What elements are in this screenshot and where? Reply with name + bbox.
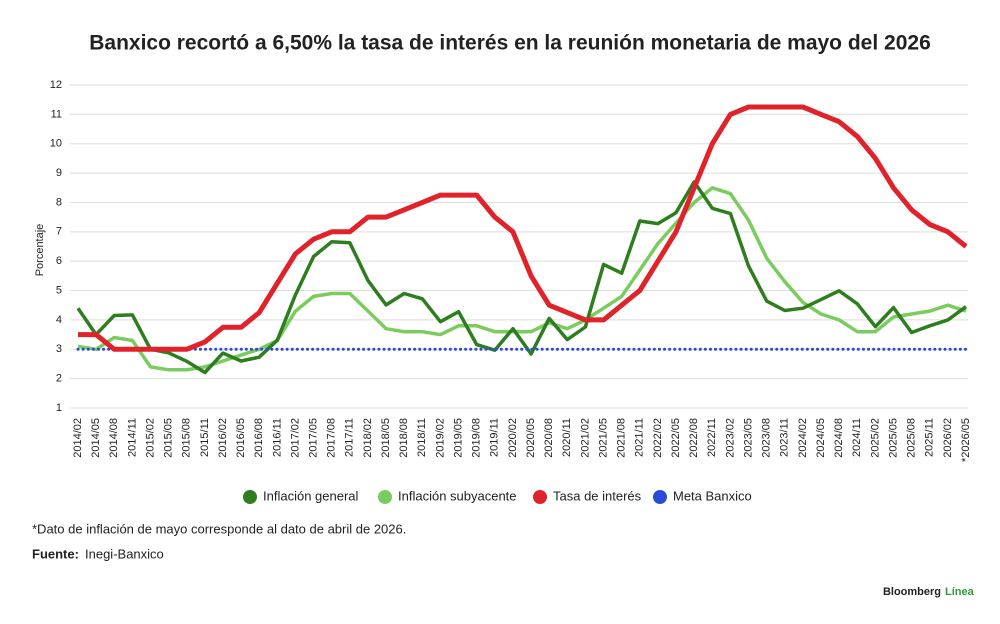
- x-tick-label: 2019/08: [471, 418, 483, 458]
- x-tick-label: 2023/02: [724, 418, 736, 458]
- source-label: Fuente:: [32, 546, 79, 561]
- x-tick-label: 2021/08: [616, 418, 628, 458]
- x-tick-label: 2020/08: [543, 418, 555, 458]
- x-tick-label: 2025/08: [906, 418, 918, 458]
- y-axis-label: Porcentaje: [34, 224, 46, 277]
- x-tick-label: 2017/11: [344, 418, 356, 457]
- x-tick-label: 2016/08: [253, 418, 265, 458]
- x-tick-label: 2014/08: [108, 418, 120, 458]
- x-tick-label: 2016/02: [217, 418, 229, 458]
- series-line: [77, 186, 967, 372]
- x-tick-label: 2022/11: [706, 418, 718, 457]
- y-tick-label: 3: [56, 343, 62, 355]
- x-tick-label: 2025/05: [887, 418, 899, 458]
- y-tick-label: 12: [50, 79, 62, 91]
- x-tick-label: 2017/05: [307, 418, 319, 458]
- x-tick-label: 2014/05: [90, 418, 102, 458]
- legend-marker: [533, 490, 547, 504]
- x-tick-label: 2019/02: [434, 418, 446, 458]
- x-tick-label: 2015/02: [144, 418, 156, 458]
- x-tick-label: 2018/02: [362, 418, 374, 458]
- y-tick-label: 4: [56, 314, 62, 326]
- x-tick-label: 2026/02: [942, 418, 954, 458]
- x-tick-label: 2014/02: [72, 418, 84, 458]
- y-tick-label: 8: [56, 196, 62, 208]
- y-tick-label: 10: [50, 138, 62, 150]
- x-tick-label: 2023/08: [761, 418, 773, 458]
- legend-label: Inflación general: [263, 488, 359, 503]
- brand-accent: Línea: [945, 586, 975, 598]
- source: Inegi-Banxico: [85, 546, 164, 561]
- x-tick-label: 2021/05: [597, 418, 609, 458]
- x-tick-label: 2018/05: [380, 418, 392, 458]
- x-tick-label: 2016/05: [235, 418, 247, 458]
- legend-label: Meta Banxico: [673, 488, 752, 503]
- legend-marker: [378, 490, 392, 504]
- y-tick-label: 11: [51, 108, 62, 120]
- y-tick-label: 5: [56, 284, 62, 296]
- series-line: [78, 104, 968, 352]
- legend-marker: [653, 490, 667, 504]
- x-tick-label: 2014/11: [126, 418, 138, 457]
- x-tick-label: 2020/05: [525, 418, 537, 458]
- x-tick-label: 2015/08: [181, 418, 193, 458]
- x-tick-label: 2021/11: [634, 418, 646, 457]
- x-tick-label: 2025/02: [869, 418, 881, 458]
- x-tick-label: 2018/08: [398, 418, 410, 458]
- x-tick-label: 2015/11: [199, 418, 211, 457]
- chart-title: Banxico recortó a 6,50% la tasa de inter…: [89, 32, 931, 55]
- x-tick-label: *2026/05: [960, 418, 972, 462]
- y-tick-label: 9: [56, 167, 62, 179]
- x-tick-label: 2016/11: [271, 418, 283, 457]
- x-tick-label: 2021/02: [579, 418, 591, 458]
- x-tick-label: 2017/08: [326, 418, 338, 458]
- x-tick-label: 2023/11: [779, 418, 791, 457]
- x-tick-label: 2018/11: [416, 418, 428, 457]
- y-tick-label: 2: [56, 373, 62, 385]
- legend-label: Tasa de interés: [553, 488, 642, 503]
- x-tick-label: 2019/05: [452, 418, 464, 458]
- x-tick-label: 2024/05: [815, 418, 827, 458]
- x-tick-label: 2022/02: [652, 418, 664, 458]
- x-tick-label: 2017/02: [289, 418, 301, 458]
- x-tick-label: 2020/11: [561, 418, 573, 457]
- x-tick-label: 2023/05: [742, 418, 754, 458]
- x-tick-label: 2024/02: [797, 418, 809, 458]
- x-tick-label: 2025/11: [924, 418, 936, 457]
- footnote: *Dato de inflación de mayo corresponde a…: [32, 521, 406, 536]
- x-tick-label: 2015/05: [163, 418, 175, 458]
- x-tick-label: 2022/08: [688, 418, 700, 458]
- y-tick-label: 7: [56, 226, 62, 238]
- x-tick-label: 2024/08: [833, 418, 845, 458]
- brand: Bloomberg: [883, 586, 941, 598]
- x-tick-label: 2024/11: [851, 418, 863, 457]
- y-tick-label: 1: [56, 402, 62, 414]
- series-line: [76, 180, 968, 375]
- x-tick-label: 2019/11: [489, 418, 501, 457]
- y-tick-label: 6: [56, 255, 62, 267]
- x-tick-label: 2020/02: [507, 418, 519, 458]
- legend-label: Inflación subyacente: [398, 488, 517, 503]
- legend-marker: [243, 490, 257, 504]
- x-tick-label: 2022/05: [670, 418, 682, 458]
